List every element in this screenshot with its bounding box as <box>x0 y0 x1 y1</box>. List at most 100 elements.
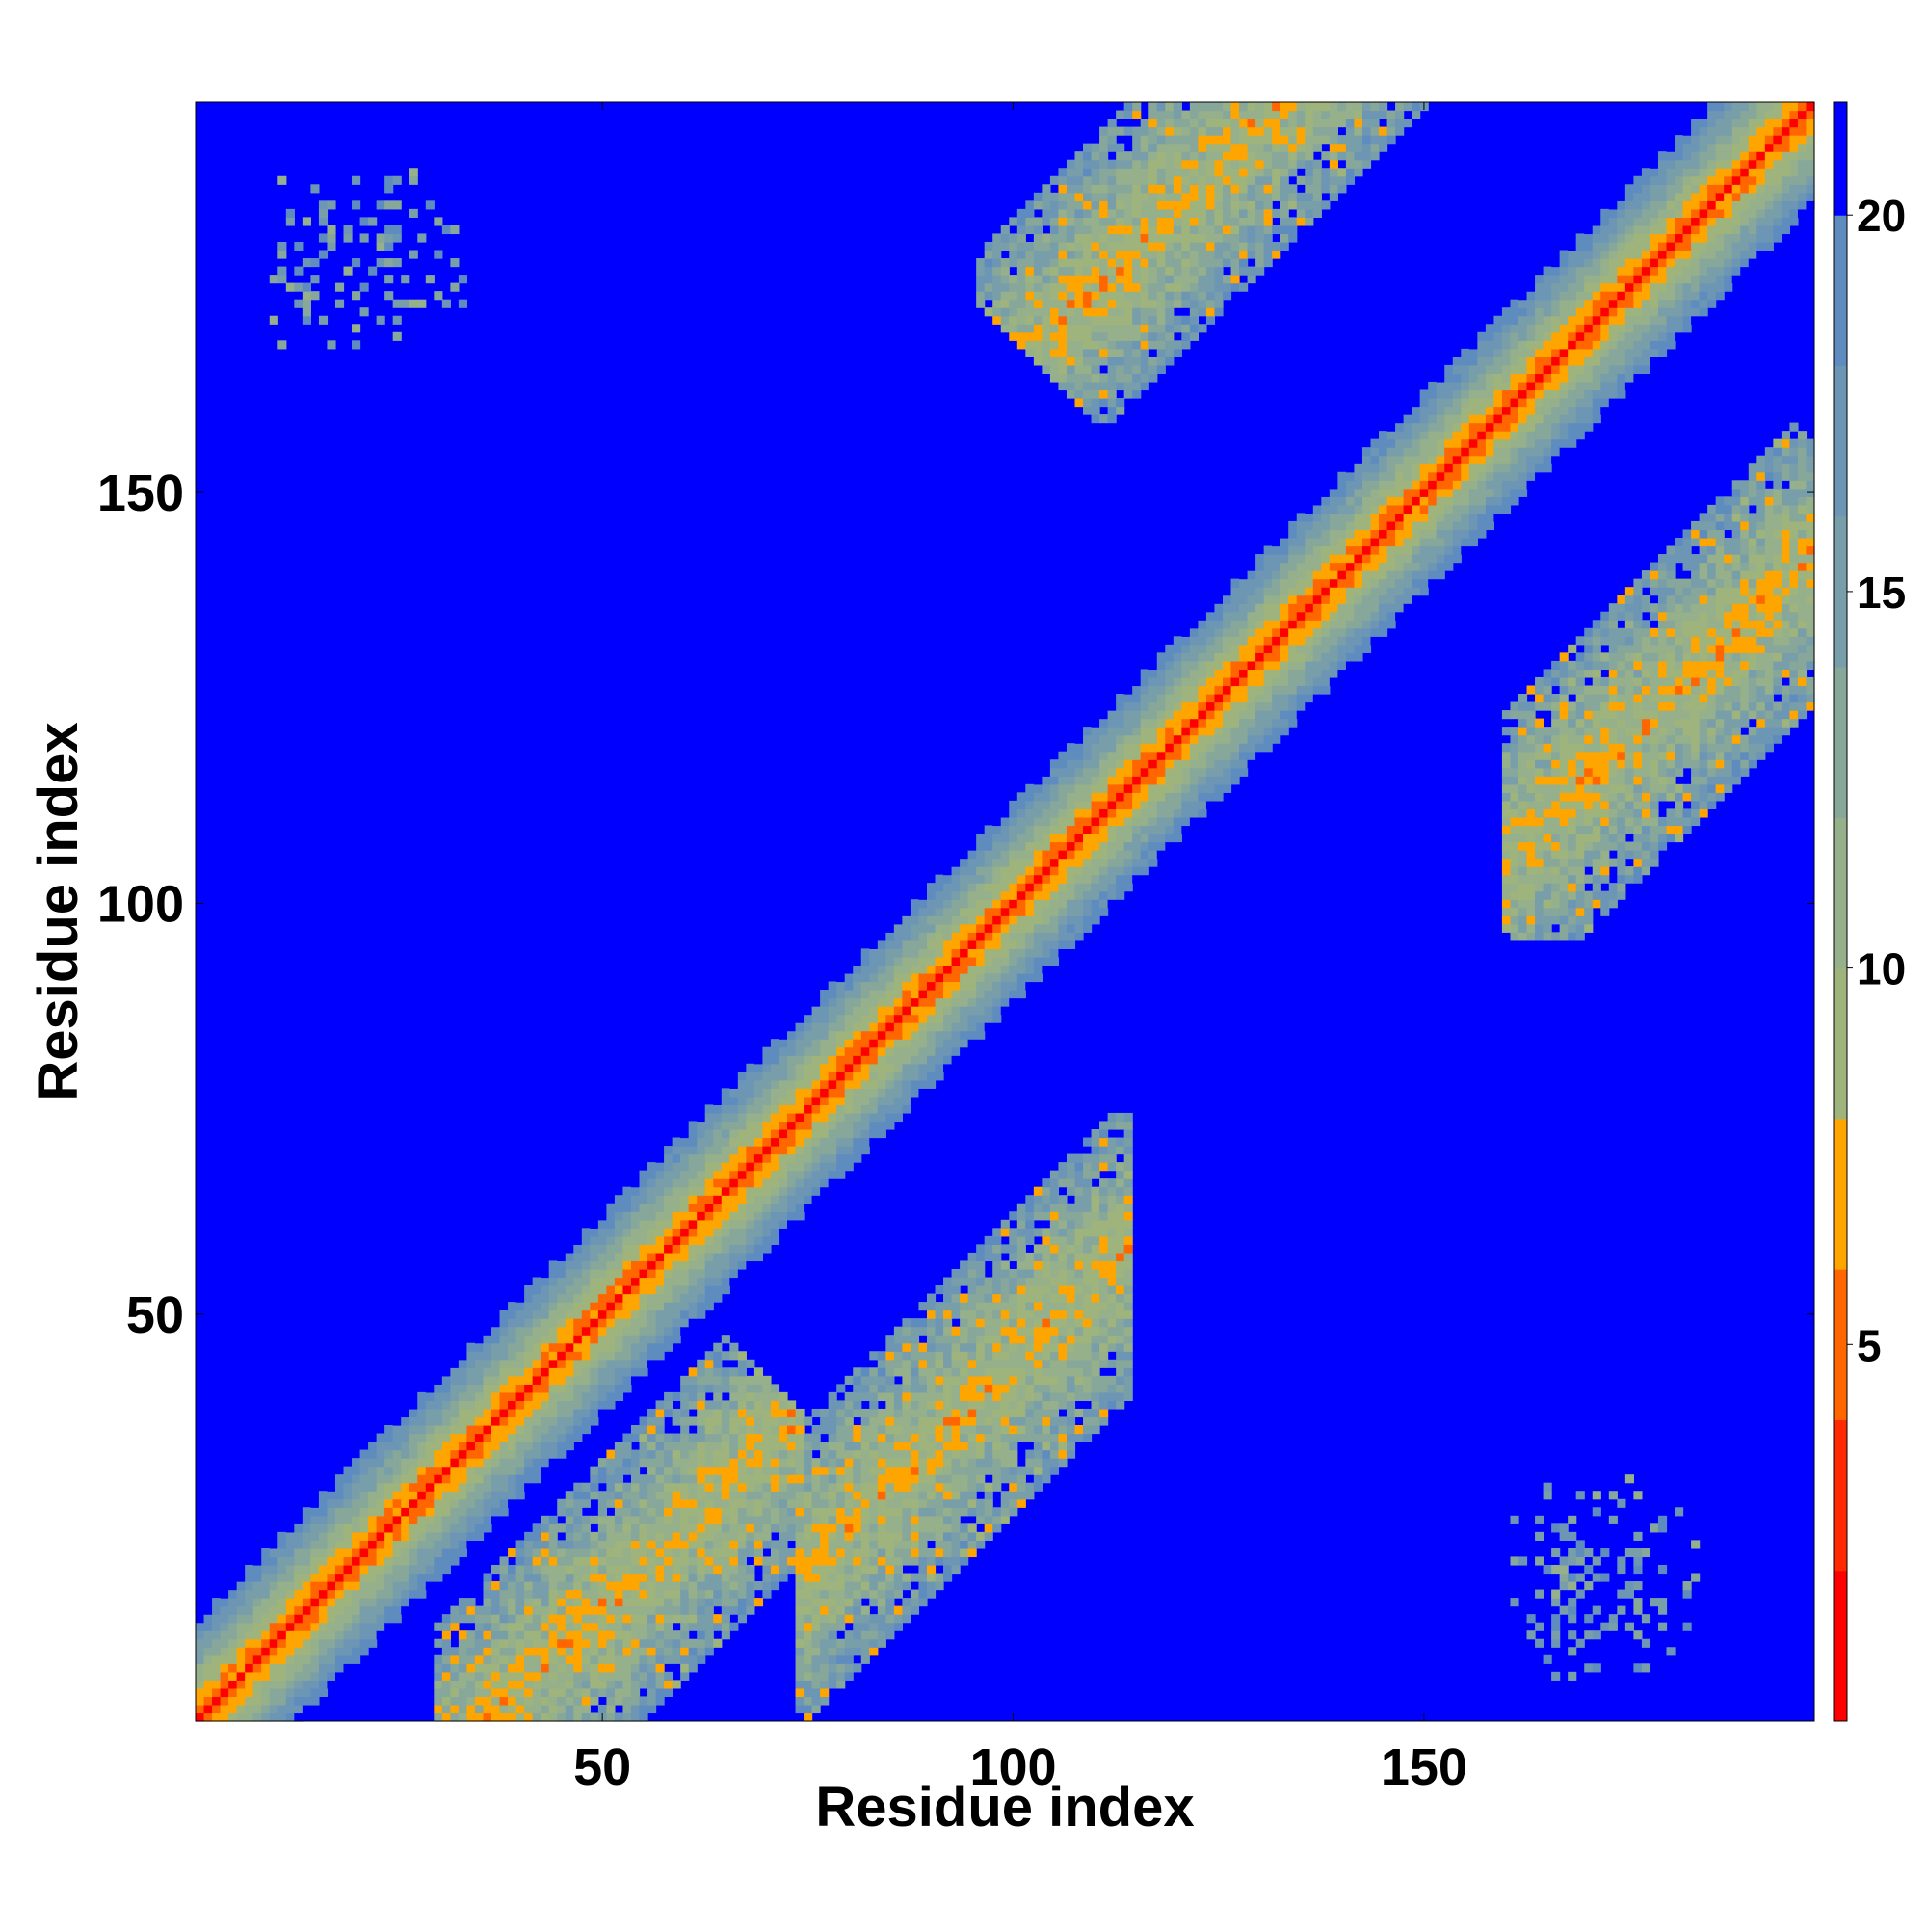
heatmap-cell <box>557 1704 567 1714</box>
heatmap-cell <box>655 1195 665 1204</box>
heatmap-cell <box>327 340 336 350</box>
heatmap-cell <box>836 1498 846 1508</box>
heatmap-cell <box>860 1112 870 1123</box>
heatmap-cell <box>343 1466 353 1475</box>
heatmap-cell <box>869 1498 879 1508</box>
heatmap-cell <box>441 1367 451 1377</box>
heatmap-cell <box>779 1449 788 1459</box>
heatmap-cell <box>327 1638 336 1648</box>
heatmap-cell <box>548 1391 558 1402</box>
heatmap-cell <box>762 1055 772 1065</box>
heatmap-cell <box>1042 1391 1051 1402</box>
heatmap-cell <box>811 1680 821 1689</box>
heatmap-cell <box>960 890 969 900</box>
heatmap-cell <box>425 1433 435 1442</box>
heatmap-cell <box>515 1335 525 1344</box>
heatmap-cell <box>499 1605 509 1615</box>
heatmap-cell <box>1009 1310 1018 1319</box>
heatmap-cell <box>820 1630 830 1640</box>
heatmap-cell <box>597 1235 607 1245</box>
heatmap-cell <box>359 1589 369 1599</box>
heatmap-cell <box>434 1663 443 1673</box>
heatmap-cell <box>943 1531 953 1541</box>
heatmap-cell <box>302 1663 311 1673</box>
heatmap-cell <box>902 1351 911 1361</box>
heatmap-cell <box>910 1498 920 1508</box>
heatmap-cell <box>614 1671 624 1681</box>
heatmap-cell <box>753 1531 764 1541</box>
heatmap-cell <box>639 1548 648 1558</box>
heatmap-cell <box>672 1614 681 1624</box>
heatmap-cell <box>597 1351 607 1361</box>
heatmap-cell <box>327 1598 336 1607</box>
heatmap-cell <box>885 1104 895 1114</box>
heatmap-cell <box>877 1046 886 1056</box>
heatmap-cell <box>557 1285 567 1295</box>
heatmap-cell <box>902 1006 911 1016</box>
heatmap-cell <box>639 1186 648 1196</box>
heatmap-cell <box>252 1589 262 1599</box>
heatmap-cell <box>1009 1375 1018 1385</box>
heatmap-cell <box>597 1326 607 1336</box>
heatmap-cell <box>515 1293 525 1303</box>
heatmap-cell <box>1033 874 1043 884</box>
heatmap-cell <box>1000 1474 1010 1484</box>
heatmap-cell <box>680 1498 690 1508</box>
heatmap-cell <box>474 1696 485 1706</box>
heatmap-cell <box>688 1277 698 1286</box>
heatmap-cell <box>804 1556 813 1566</box>
heatmap-cell <box>541 1663 550 1673</box>
heatmap-cell <box>820 1589 830 1599</box>
heatmap-cell <box>491 1491 501 1500</box>
heatmap-cell <box>672 1474 681 1484</box>
heatmap-cell <box>524 1671 534 1681</box>
heatmap-cell <box>606 1449 616 1459</box>
heatmap-cell <box>252 1630 262 1640</box>
heatmap-cell <box>573 1712 583 1722</box>
heatmap-cell <box>1016 965 1026 974</box>
heatmap-cell <box>515 1696 525 1706</box>
heatmap-cell <box>1025 299 1035 308</box>
heatmap-cell <box>1033 858 1043 867</box>
heatmap-cell <box>976 1030 986 1040</box>
heatmap-cell <box>294 1556 304 1566</box>
heatmap-cell <box>976 1375 986 1385</box>
heatmap-cell <box>688 1293 698 1303</box>
heatmap-cell <box>508 1704 517 1714</box>
heatmap-cell <box>499 1335 509 1344</box>
heatmap-cell <box>590 1531 599 1541</box>
heatmap-cell <box>441 1384 451 1393</box>
heatmap-cell <box>359 1564 369 1575</box>
heatmap-cell <box>935 1498 944 1508</box>
heatmap-cell <box>1016 923 1026 933</box>
heatmap-cell <box>1042 866 1051 876</box>
heatmap-cell <box>811 1663 821 1673</box>
heatmap-cell <box>967 890 977 900</box>
heatmap-cell <box>737 1442 747 1451</box>
heatmap-cell <box>795 1474 805 1484</box>
heatmap-cell <box>597 1335 607 1344</box>
heatmap-cell <box>704 1186 714 1196</box>
heatmap-cell <box>499 1318 509 1328</box>
heatmap-cell <box>770 1482 780 1492</box>
heatmap-cell <box>984 981 993 991</box>
heatmap-cell <box>614 1638 624 1648</box>
heatmap-cell <box>795 1614 805 1624</box>
heatmap-cell <box>285 1712 295 1722</box>
heatmap-cell <box>630 1252 641 1262</box>
heatmap-cell <box>499 1581 509 1591</box>
heatmap-cell <box>844 990 854 999</box>
heatmap-cell <box>647 1458 657 1468</box>
heatmap-cell <box>261 1687 271 1698</box>
heatmap-cell <box>614 1384 624 1393</box>
heatmap-cell <box>647 1335 657 1344</box>
heatmap-cell <box>820 1696 830 1706</box>
heatmap-cell <box>885 1589 895 1599</box>
heatmap-cell <box>483 1680 492 1689</box>
heatmap-cell <box>704 1219 714 1229</box>
heatmap-cell <box>860 948 870 958</box>
heatmap-cell <box>721 1589 730 1599</box>
heatmap-cell <box>737 1548 747 1558</box>
heatmap-cell <box>902 1318 911 1328</box>
heatmap-cell <box>1042 1416 1051 1426</box>
